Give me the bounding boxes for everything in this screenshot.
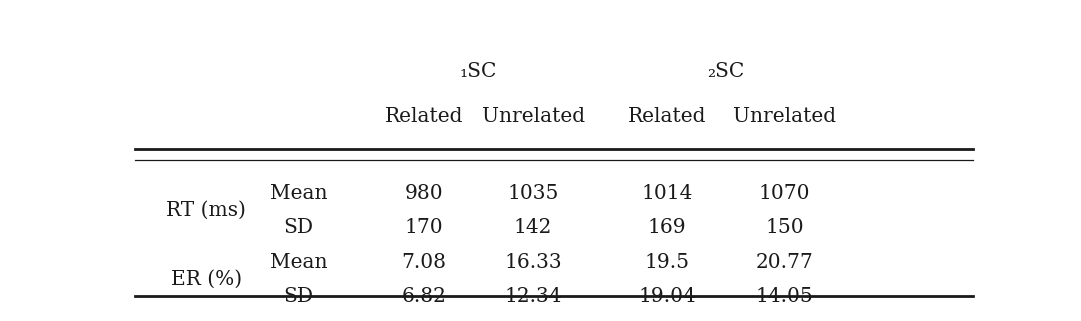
Text: Related: Related [385, 107, 464, 126]
Text: Mean: Mean [270, 253, 328, 272]
Text: 16.33: 16.33 [504, 253, 562, 272]
Text: 19.04: 19.04 [638, 287, 696, 306]
Text: ₂SC: ₂SC [707, 62, 745, 82]
Text: 19.5: 19.5 [644, 253, 690, 272]
Text: 14.05: 14.05 [756, 287, 813, 306]
Text: Mean: Mean [270, 184, 328, 203]
Text: 12.34: 12.34 [505, 287, 562, 306]
Text: 170: 170 [405, 218, 443, 237]
Text: Unrelated: Unrelated [481, 107, 585, 126]
Text: 1035: 1035 [507, 184, 559, 203]
Text: 1070: 1070 [759, 184, 810, 203]
Text: Unrelated: Unrelated [733, 107, 836, 126]
Text: 980: 980 [405, 184, 443, 203]
Text: SD: SD [283, 287, 313, 306]
Text: ₁SC: ₁SC [459, 62, 497, 82]
Text: 142: 142 [513, 218, 552, 237]
Text: 150: 150 [765, 218, 803, 237]
Text: Related: Related [628, 107, 706, 126]
Text: 6.82: 6.82 [402, 287, 446, 306]
Text: 169: 169 [648, 218, 686, 237]
Text: SD: SD [283, 218, 313, 237]
Text: ER (%): ER (%) [171, 270, 242, 289]
Text: 1014: 1014 [641, 184, 693, 203]
Text: 7.08: 7.08 [402, 253, 446, 272]
Text: RT (ms): RT (ms) [166, 201, 246, 220]
Text: 20.77: 20.77 [756, 253, 813, 272]
